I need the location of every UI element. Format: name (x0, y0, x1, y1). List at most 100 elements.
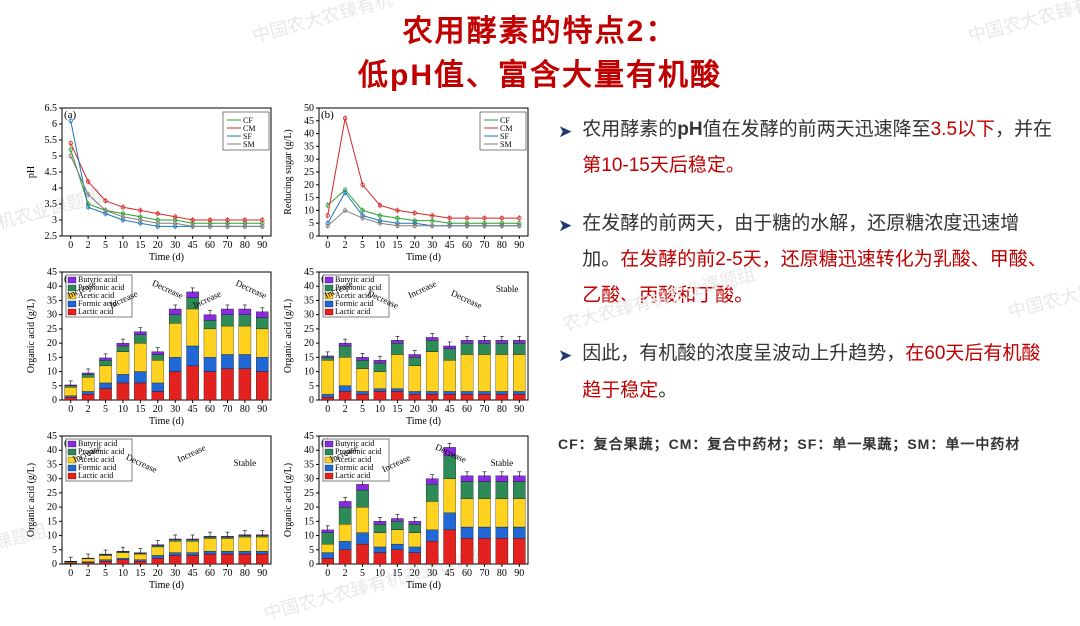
svg-text:2: 2 (86, 240, 91, 251)
svg-text:60: 60 (205, 240, 215, 251)
svg-text:5: 5 (360, 568, 365, 579)
svg-text:2: 2 (343, 568, 348, 579)
panel-a: (a)2.533.544.555.566.5025101520304560708… (24, 102, 277, 262)
svg-text:35: 35 (304, 141, 314, 152)
svg-text:45: 45 (47, 267, 57, 278)
svg-text:45: 45 (188, 404, 198, 415)
panel-d: (d)0510152025303540450251015203045607080… (281, 266, 534, 426)
svg-text:70: 70 (479, 404, 489, 415)
svg-text:Organic acid (g/L): Organic acid (g/L) (283, 463, 294, 537)
svg-text:Time (d): Time (d) (406, 416, 441, 426)
svg-text:15: 15 (47, 516, 57, 527)
svg-text:6.5: 6.5 (45, 103, 58, 114)
svg-text:45: 45 (188, 568, 198, 579)
svg-text:15: 15 (392, 404, 402, 415)
svg-text:5: 5 (52, 151, 57, 162)
svg-text:Increase: Increase (407, 278, 438, 300)
svg-text:0: 0 (309, 559, 314, 570)
svg-text:Lactic acid: Lactic acid (335, 307, 370, 316)
svg-text:15: 15 (135, 568, 145, 579)
svg-text:2: 2 (343, 404, 348, 415)
svg-text:30: 30 (47, 310, 57, 321)
svg-text:45: 45 (445, 240, 455, 251)
svg-text:Time (d): Time (d) (149, 416, 184, 426)
svg-text:45: 45 (445, 568, 455, 579)
svg-text:Stable: Stable (496, 284, 519, 294)
bullet-marker-icon: ➤ (558, 210, 572, 314)
svg-text:40: 40 (304, 281, 314, 292)
svg-text:45: 45 (304, 267, 314, 278)
svg-text:20: 20 (304, 338, 314, 349)
svg-text:30: 30 (170, 404, 180, 415)
svg-text:5: 5 (52, 545, 57, 556)
svg-text:45: 45 (47, 431, 57, 442)
svg-text:10: 10 (375, 404, 385, 415)
svg-text:25: 25 (304, 167, 314, 178)
svg-text:20: 20 (153, 404, 163, 415)
svg-text:0: 0 (68, 568, 73, 579)
svg-text:20: 20 (153, 240, 163, 251)
svg-text:Decrease: Decrease (450, 288, 484, 311)
title-line-1: 农用酵素的特点2： (0, 6, 1080, 50)
svg-text:Stable: Stable (234, 458, 257, 468)
svg-text:Time (d): Time (d) (149, 580, 184, 590)
svg-text:0: 0 (52, 559, 57, 570)
svg-text:5: 5 (309, 381, 314, 392)
svg-text:35: 35 (47, 295, 57, 306)
svg-text:15: 15 (304, 193, 314, 204)
bullet-text: 农用酵素的pH值在发酵的前两天迅速降至3.5以下，并在第10-15天后稳定。 (582, 112, 1056, 184)
svg-text:90: 90 (257, 568, 267, 579)
svg-text:2: 2 (86, 568, 91, 579)
svg-text:80: 80 (240, 240, 250, 251)
charts-grid: (a)2.533.544.555.566.5025101520304560708… (24, 102, 534, 590)
bullets: ➤农用酵素的pH值在发酵的前两天迅速降至3.5以下，并在第10-15天后稳定。 ➤… (558, 102, 1056, 590)
svg-text:20: 20 (47, 338, 57, 349)
svg-text:0: 0 (309, 395, 314, 406)
svg-text:Lactic acid: Lactic acid (335, 471, 370, 480)
svg-text:10: 10 (118, 240, 128, 251)
svg-text:45: 45 (445, 404, 455, 415)
svg-text:70: 70 (222, 568, 232, 579)
svg-text:90: 90 (514, 240, 524, 251)
svg-text:10: 10 (304, 531, 314, 542)
svg-text:30: 30 (170, 240, 180, 251)
svg-text:60: 60 (462, 240, 472, 251)
svg-text:60: 60 (205, 404, 215, 415)
svg-text:Increase: Increase (176, 442, 207, 464)
svg-text:20: 20 (304, 180, 314, 191)
svg-text:20: 20 (410, 240, 420, 251)
svg-text:40: 40 (304, 445, 314, 456)
svg-text:70: 70 (479, 240, 489, 251)
svg-text:30: 30 (47, 474, 57, 485)
svg-text:10: 10 (375, 240, 385, 251)
svg-text:25: 25 (47, 324, 57, 335)
svg-text:SM: SM (500, 140, 512, 149)
svg-text:5: 5 (360, 404, 365, 415)
svg-text:45: 45 (304, 431, 314, 442)
svg-text:0: 0 (68, 240, 73, 251)
svg-text:15: 15 (304, 516, 314, 527)
svg-text:70: 70 (479, 568, 489, 579)
svg-text:6: 6 (52, 119, 57, 130)
bullet-1: ➤在发酵的前两天，由于糖的水解，还原糖浓度迅速增加。在发酵的前2-5天，还原糖迅… (558, 206, 1056, 314)
svg-text:20: 20 (153, 568, 163, 579)
bullet-text: 在发酵的前两天，由于糖的水解，还原糖浓度迅速增加。在发酵的前2-5天，还原糖迅速… (582, 206, 1056, 314)
svg-text:90: 90 (257, 404, 267, 415)
svg-text:60: 60 (462, 568, 472, 579)
svg-text:20: 20 (410, 404, 420, 415)
svg-text:15: 15 (392, 568, 402, 579)
svg-text:30: 30 (304, 474, 314, 485)
svg-text:2: 2 (86, 404, 91, 415)
svg-text:Reducing sugar (g/L): Reducing sugar (g/L) (283, 129, 294, 215)
svg-text:35: 35 (304, 295, 314, 306)
svg-text:30: 30 (427, 568, 437, 579)
svg-text:Organic acid (g/L): Organic acid (g/L) (283, 299, 294, 373)
svg-text:45: 45 (188, 240, 198, 251)
svg-text:3: 3 (52, 215, 57, 226)
svg-text:(b): (b) (321, 109, 334, 121)
svg-text:5: 5 (103, 404, 108, 415)
svg-text:45: 45 (304, 116, 314, 127)
svg-text:5: 5 (309, 218, 314, 229)
svg-text:15: 15 (392, 240, 402, 251)
svg-text:pH: pH (26, 166, 37, 178)
